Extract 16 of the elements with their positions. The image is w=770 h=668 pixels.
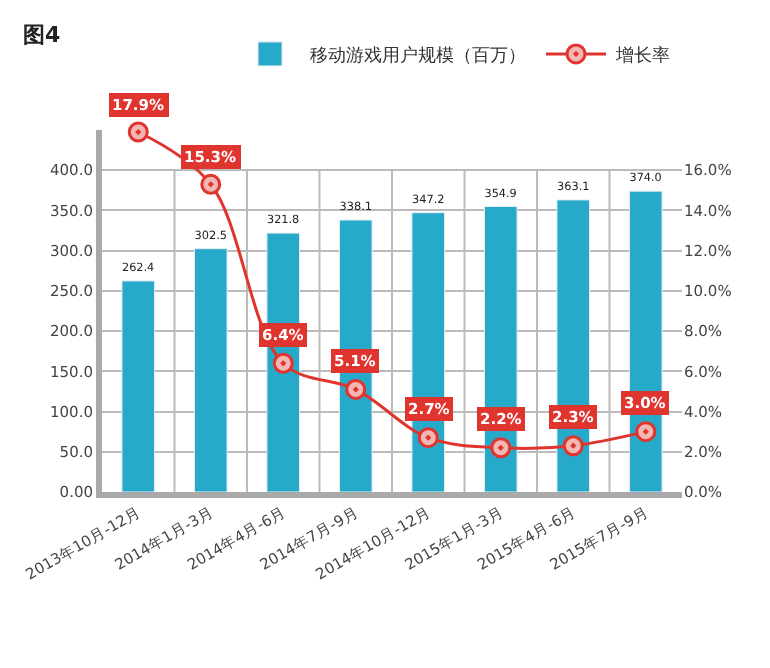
chart-title: 图4 bbox=[23, 22, 62, 49]
legend-label: 移动游戏用户规模（百万） bbox=[310, 44, 526, 67]
bar bbox=[556, 199, 591, 492]
point bbox=[127, 121, 149, 143]
bar bbox=[338, 219, 373, 492]
point bbox=[490, 437, 512, 459]
point bbox=[200, 173, 222, 195]
bar bbox=[193, 248, 228, 492]
point bbox=[272, 352, 294, 374]
legend-label: 增长率 bbox=[614, 44, 670, 67]
point bbox=[417, 427, 439, 449]
bar bbox=[628, 190, 663, 492]
bar bbox=[121, 280, 156, 492]
point bbox=[562, 435, 584, 457]
point bbox=[635, 421, 657, 443]
point bbox=[345, 378, 367, 400]
